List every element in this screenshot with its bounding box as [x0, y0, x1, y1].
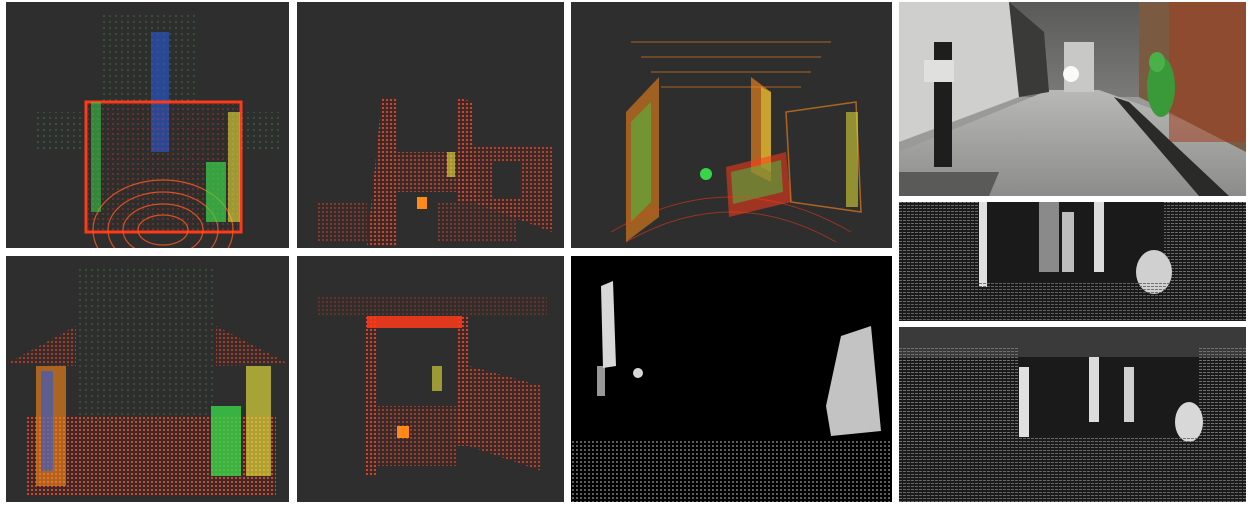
range-image-1 — [899, 202, 1246, 321]
lidar-top-view-1 — [36, 12, 281, 248]
lidar-perspective-3-panel — [297, 256, 564, 502]
binary-projection — [571, 281, 892, 502]
lidar-perspective-1-panel — [297, 2, 564, 248]
lidar-top-view-1-panel — [6, 2, 289, 248]
range-image-2-panel — [899, 327, 1246, 502]
lidar-top-view-2 — [6, 266, 289, 496]
binary-projection-panel — [571, 256, 892, 502]
range-image-2 — [899, 327, 1246, 502]
lidar-top-view-2-panel — [6, 256, 289, 502]
lidar-perspective-2 — [610, 41, 862, 243]
camera-corridor-photo-panel — [899, 2, 1246, 196]
camera-corridor-photo — [899, 2, 1246, 196]
lidar-perspective-2-panel — [571, 2, 892, 248]
range-image-1-panel — [899, 202, 1246, 321]
lidar-perspective-3 — [317, 296, 547, 476]
lidar-perspective-1 — [317, 97, 552, 247]
